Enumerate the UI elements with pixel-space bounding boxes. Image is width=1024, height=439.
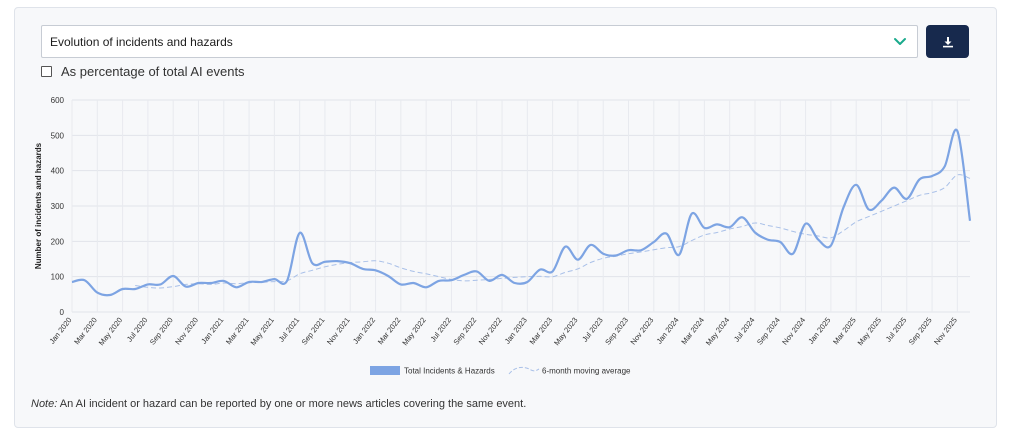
chart-series (71, 128, 972, 297)
legend-swatch-average (508, 366, 540, 375)
chart-note: Note: An AI incident or hazard can be re… (31, 398, 526, 410)
y-axis-ticks: 0 100 200 300 400 500 600 (51, 96, 65, 317)
x-tick-label: Jan 2022 (351, 316, 377, 346)
x-tick-label: Jul 2024 (732, 316, 757, 344)
x-tick-label: Sep 2020 (148, 316, 175, 347)
x-tick-label: Nov 2025 (932, 316, 959, 347)
y-tick-label: 300 (51, 202, 65, 211)
moving-average-line (135, 174, 971, 289)
x-tick-label: Mar 2023 (528, 316, 555, 347)
x-tick-label: Sep 2025 (907, 316, 934, 347)
legend-swatch-total (370, 366, 400, 375)
x-tick-label: May 2021 (249, 316, 276, 347)
x-tick-label: Jan 2020 (47, 316, 73, 346)
x-tick-label: Mar 2024 (679, 316, 706, 347)
x-tick-label: May 2024 (704, 316, 731, 347)
x-tick-label: May 2025 (856, 316, 883, 347)
y-tick-label: 500 (51, 131, 65, 140)
y-tick-label: 600 (51, 96, 65, 105)
x-tick-label: Jul 2022 (428, 316, 453, 344)
y-tick-label: 100 (51, 273, 65, 282)
chart-type-dropdown[interactable]: Evolution of incidents and hazards (41, 25, 918, 58)
x-tick-label: Mar 2020 (72, 316, 99, 347)
x-tick-label: Sep 2022 (451, 316, 478, 347)
x-tick-label: Jul 2025 (884, 316, 909, 344)
y-tick-label: 0 (60, 308, 65, 317)
y-tick-label: 200 (51, 237, 65, 246)
dropdown-selected-value: Evolution of incidents and hazards (50, 34, 233, 49)
x-tick-label: Mar 2021 (224, 316, 251, 347)
x-tick-label: Jul 2023 (580, 316, 605, 344)
percentage-checkbox[interactable] (41, 66, 52, 77)
chevron-down-icon (894, 38, 906, 45)
x-tick-label: Nov 2022 (477, 316, 504, 347)
note-prefix: Note: (31, 398, 58, 410)
chart-legend: Total Incidents & Hazards 6-month moving … (370, 366, 631, 376)
x-tick-label: Sep 2021 (300, 316, 327, 347)
x-tick-label: Jul 2021 (277, 316, 302, 344)
x-tick-label: Nov 2023 (629, 316, 656, 347)
total-incidents-line (71, 128, 972, 297)
x-tick-label: Jan 2023 (503, 316, 529, 346)
legend-label-average: 6-month moving average (542, 367, 631, 376)
x-tick-label: Jan 2021 (199, 316, 225, 346)
x-tick-label: Nov 2021 (325, 316, 352, 347)
download-icon (942, 36, 953, 47)
x-tick-label: Jan 2025 (806, 316, 832, 346)
percentage-checkbox-label: As percentage of total AI events (61, 64, 245, 79)
download-button[interactable] (926, 25, 969, 58)
x-tick-label: Nov 2024 (780, 316, 807, 347)
y-axis-label: Number of incidents and hazards (34, 142, 43, 269)
x-tick-label: May 2023 (552, 316, 579, 347)
x-tick-label: May 2022 (400, 316, 427, 347)
chart-x-grid (71, 100, 958, 312)
x-tick-label: Sep 2023 (603, 316, 630, 347)
x-tick-label: Mar 2025 (831, 316, 858, 347)
x-tick-label: Jul 2020 (125, 316, 150, 344)
x-tick-label: Mar 2022 (376, 316, 403, 347)
chart-grid (72, 99, 970, 313)
x-tick-label: Nov 2020 (173, 316, 200, 347)
x-tick-label: Sep 2024 (755, 316, 782, 347)
legend-label-total: Total Incidents & Hazards (404, 367, 495, 376)
x-tick-label: Jan 2024 (655, 316, 681, 346)
y-tick-label: 400 (51, 167, 65, 176)
note-text: An AI incident or hazard can be reported… (57, 398, 527, 410)
chart-panel: Evolution of incidents and hazards As pe… (14, 7, 997, 428)
percentage-checkbox-row[interactable]: As percentage of total AI events (41, 64, 245, 79)
x-tick-label: May 2020 (97, 316, 124, 347)
